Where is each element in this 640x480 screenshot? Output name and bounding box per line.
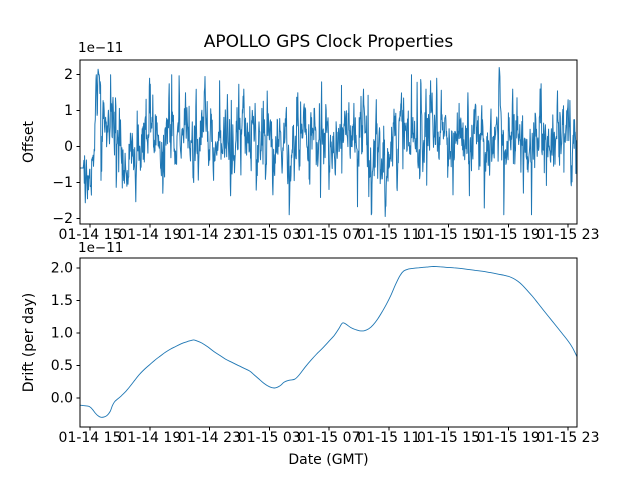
x-tick-label: 01-15 03 <box>238 430 301 446</box>
y-axis-label-offset: Offset <box>21 120 37 163</box>
offset-exponent-top: 1e−11 <box>78 40 123 56</box>
y-tick-label: 0.0 <box>51 390 73 406</box>
y-tick-label: −2 <box>52 211 73 227</box>
x-axis-label-date: Date (GMT) <box>288 452 368 468</box>
axes-spine <box>79 59 578 225</box>
y-tick-label: −1 <box>52 175 73 191</box>
x-tick-label: 01-14 15 <box>59 227 122 243</box>
y-tick-label: 2 <box>64 67 73 83</box>
y-tick-label: 2.0 <box>51 260 73 276</box>
x-tick-label: 01-15 19 <box>477 430 540 446</box>
y-tick-label: 1.0 <box>51 325 73 341</box>
y-tick-label: 1.5 <box>51 293 73 309</box>
x-tick-label: 01-14 23 <box>178 227 241 243</box>
x-tick-label: 01-15 15 <box>417 227 480 243</box>
drift-series-line <box>80 265 577 418</box>
x-tick-label: 01-15 19 <box>477 227 540 243</box>
x-tick-label: 01-15 11 <box>357 227 420 243</box>
y-tick-label: 1 <box>64 103 73 119</box>
axes-spine <box>79 257 578 428</box>
y-tick-label: 0 <box>64 139 73 155</box>
x-tick-label: 01-14 23 <box>178 430 241 446</box>
x-tick-label: 01-14 19 <box>118 227 181 243</box>
x-tick-label: 01-15 23 <box>537 227 600 243</box>
x-tick-label: 01-15 11 <box>357 430 420 446</box>
y-axis-label-drift: Drift (per day) <box>21 293 37 392</box>
chart-title: APOLLO GPS Clock Properties <box>204 32 454 52</box>
x-tick-label: 01-15 03 <box>238 227 301 243</box>
x-tick-label: 01-15 07 <box>298 430 361 446</box>
x-tick-label: 01-15 15 <box>417 430 480 446</box>
y-tick-label: 0.5 <box>51 358 73 374</box>
x-tick-label: 01-14 15 <box>59 430 122 446</box>
offset-series-line <box>80 67 577 217</box>
x-tick-label: 01-15 07 <box>298 227 361 243</box>
x-tick-label: 01-15 23 <box>537 430 600 446</box>
x-tick-label: 01-14 19 <box>118 430 181 446</box>
offset-exponent-bottom: 1e−11 <box>78 240 123 256</box>
